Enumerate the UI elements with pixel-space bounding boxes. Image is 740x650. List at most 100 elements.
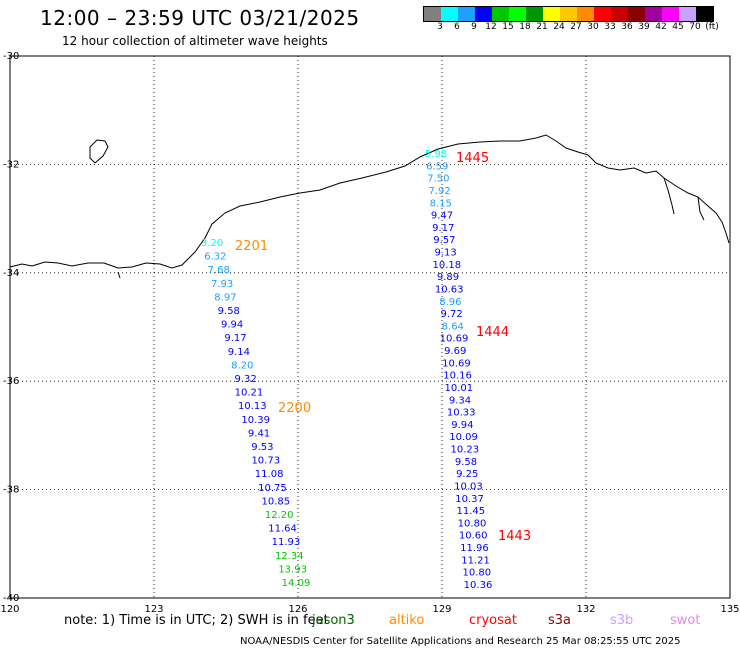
pass-time-label: 2200 [278, 401, 311, 416]
wave-height-value: 10.16 [443, 371, 472, 382]
colorbar-tick-label: 45 [672, 22, 684, 32]
wave-height-colorbar [423, 6, 714, 22]
wave-height-value: 12.20 [265, 510, 294, 521]
wave-height-value: 12.34 [275, 551, 304, 562]
wave-height-value: 7.50 [427, 174, 449, 185]
footnote: note: 1) Time is in UTC; 2) SWH is in fe… [64, 613, 329, 628]
colorbar-tick-label: 18 [519, 22, 531, 32]
wave-height-value: 10.73 [251, 456, 280, 467]
wave-height-value: 9.94 [451, 420, 473, 431]
legend-item-swot: swot [670, 613, 701, 628]
wave-height-value: 9.94 [221, 320, 243, 331]
pass-time-label: 1445 [456, 151, 489, 166]
wave-height-value: 14.09 [282, 578, 311, 589]
colorbar-tick-label: 27 [570, 22, 582, 32]
wave-height-value: 11.96 [460, 543, 489, 554]
colorbar-tick-label: 15 [502, 22, 514, 32]
colorbar-swatch [492, 7, 509, 21]
lon-tick-label: 129 [432, 604, 451, 615]
wave-height-value: 9.58 [455, 457, 477, 468]
wave-height-value: 6.59 [426, 161, 448, 172]
colorbar-tick-label: 42 [655, 22, 667, 32]
wave-height-value: 10.69 [440, 334, 469, 345]
wave-height-value: 10.63 [435, 284, 464, 295]
colorbar-swatch [458, 7, 475, 21]
wave-height-value: 10.01 [444, 383, 473, 394]
wave-height-value: 10.36 [464, 580, 493, 591]
colorbar-tick-label: 39 [638, 22, 650, 32]
coastline [9, 134, 730, 279]
colorbar-swatch [577, 7, 594, 21]
wave-height-value: 9.17 [432, 223, 454, 234]
wave-height-value: 10.37 [455, 494, 484, 505]
wave-height-value: 10.33 [447, 408, 476, 419]
colorbar-swatch [679, 7, 696, 21]
credit-line: NOAA/NESDIS Center for Satellite Applica… [240, 636, 681, 647]
lat-tick-label: -30 [3, 51, 19, 62]
wave-height-value: 10.85 [262, 496, 291, 507]
wave-height-value: 10.75 [258, 483, 287, 494]
island-outline [89, 139, 109, 164]
wave-height-value: 11.64 [268, 524, 297, 535]
lon-tick-label: 132 [576, 604, 595, 615]
legend-item-cryosat: cryosat [469, 613, 517, 628]
lon-tick-label: 126 [288, 604, 307, 615]
wave-height-value: 9.41 [248, 428, 270, 439]
wave-height-value: 9.14 [228, 347, 250, 358]
axis-labels: 120 123 126 129 132 135 -30 -32 -34 -36 -38 -40 [0, 51, 739, 615]
wave-height-value: 8.15 [430, 198, 452, 209]
colorbar-swatch [628, 7, 645, 21]
wave-height-value: 11.21 [461, 555, 490, 566]
wave-height-value: 9.25 [456, 469, 478, 480]
colorbar-tick-label: 3 [437, 22, 443, 32]
lat-lon-grid [9, 55, 731, 599]
lat-tick-label: -40 [3, 593, 19, 604]
colorbar-tick-label: 70 [689, 22, 701, 32]
wave-height-value: 9.89 [437, 272, 459, 283]
wave-height-value: 9.32 [234, 374, 256, 385]
wave-height-value: 10.39 [241, 415, 270, 426]
wave-height-value: 8.96 [439, 297, 461, 308]
legend-item-jason3: jason3 [312, 613, 355, 628]
wave-height-value: 10.23 [450, 445, 479, 456]
wave-height-value: 8.64 [442, 321, 464, 332]
map-title: 12:00 – 23:59 UTC 03/21/2025 [40, 6, 360, 30]
wave-height-value: 11.08 [255, 469, 284, 480]
wave-height-value: 8.20 [231, 360, 253, 371]
colorbar-swatch [509, 7, 526, 21]
wave-height-value: 5.98 [425, 149, 447, 160]
gulf-outline [663, 177, 705, 221]
plot-frame [9, 55, 731, 599]
legend-item-s3a: s3a [548, 613, 572, 628]
colorbar-swatch [645, 7, 662, 21]
legend-item-s3b: s3b [610, 613, 634, 628]
colorbar-swatch [662, 7, 679, 21]
colorbar-unit-label: (ft) [705, 22, 719, 32]
wave-height-value: 7.92 [428, 186, 450, 197]
lat-tick-label: -34 [3, 268, 19, 279]
wave-height-value: 7.93 [211, 279, 233, 290]
lon-tick-label: 120 [0, 604, 19, 615]
wave-height-value: 6.32 [204, 252, 226, 263]
pass-time-label: 2201 [235, 239, 268, 254]
wave-height-value: 9.57 [433, 235, 455, 246]
island-outline [117, 271, 121, 279]
colorbar-swatch [475, 7, 492, 21]
colorbar-swatch [526, 7, 543, 21]
wave-height-value: 9.13 [434, 248, 456, 259]
wave-height-value: 10.60 [459, 531, 488, 542]
colorbar-swatch [424, 7, 441, 21]
wave-height-value: 9.69 [444, 346, 466, 357]
wave-height-value: 10.80 [458, 518, 487, 529]
wave-height-value: 9.34 [449, 395, 471, 406]
wave-height-value: 3.20 [201, 238, 223, 249]
wave-height-value: 11.93 [272, 537, 301, 548]
wave-height-value: 9.58 [218, 306, 240, 317]
colorbar-tick-label: 33 [604, 22, 616, 32]
colorbar-swatch [594, 7, 611, 21]
wave-height-value: 13.93 [278, 564, 307, 575]
wave-height-value: 9.53 [251, 442, 273, 453]
colorbar-tick-label: 21 [536, 22, 548, 32]
wave-height-value: 8.97 [214, 292, 236, 303]
